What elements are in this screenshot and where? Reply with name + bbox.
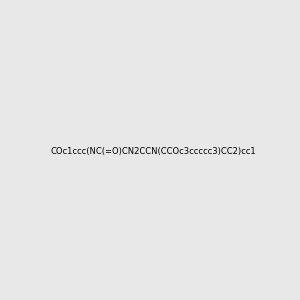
- Text: COc1ccc(NC(=O)CN2CCN(CCOc3ccccc3)CC2)cc1: COc1ccc(NC(=O)CN2CCN(CCOc3ccccc3)CC2)cc1: [51, 147, 256, 156]
